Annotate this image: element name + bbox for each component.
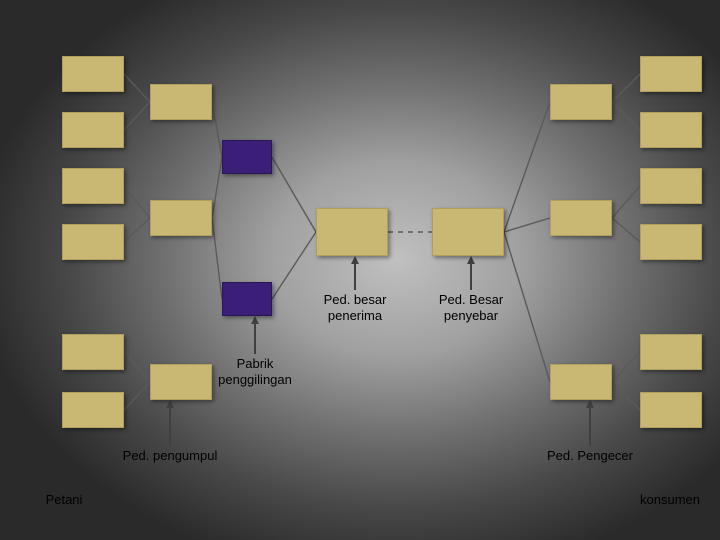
node-r3	[640, 168, 702, 204]
lbl-penyebar: Ped. Besar penyebar	[426, 292, 516, 323]
lbl-penerima: Ped. besar penerima	[310, 292, 400, 323]
node-r6	[640, 392, 702, 428]
lbl-pengecer: Ped. Pengecer	[535, 448, 645, 464]
node-l5	[62, 334, 124, 370]
edge	[612, 186, 640, 218]
diagram-canvas: Petani Ped. pengumpul Pabrik penggilingan P…	[0, 0, 720, 540]
edge	[612, 74, 640, 102]
node-pen	[316, 208, 388, 256]
edge	[272, 232, 316, 299]
edge	[124, 218, 150, 242]
edge	[504, 102, 550, 232]
node-pg1	[150, 84, 212, 120]
lbl-petani: Petani	[34, 492, 94, 508]
node-r2	[640, 112, 702, 148]
arrow-head	[166, 400, 174, 408]
edge	[124, 382, 150, 410]
lbl-konsumen: konsumen	[630, 492, 710, 508]
edge	[272, 157, 316, 232]
edge	[212, 157, 222, 218]
node-pp2	[222, 282, 272, 316]
edge	[124, 102, 150, 130]
node-peb	[432, 208, 504, 256]
arrow-head	[586, 400, 594, 408]
node-pp1	[222, 140, 272, 174]
edge	[612, 218, 640, 242]
edge	[212, 102, 222, 157]
edge	[612, 352, 640, 382]
edge	[612, 382, 640, 410]
lbl-pengumpul: Ped. pengumpul	[110, 448, 230, 464]
node-r5	[640, 334, 702, 370]
node-pc3	[550, 364, 612, 400]
lbl-pabrik: Pabrik penggilingan	[200, 356, 310, 387]
edge	[504, 218, 550, 232]
node-l1	[62, 56, 124, 92]
arrow-head	[467, 256, 475, 264]
node-pc2	[550, 200, 612, 236]
node-r1	[640, 56, 702, 92]
node-pg2	[150, 200, 212, 236]
edge	[124, 74, 150, 102]
node-l4	[62, 224, 124, 260]
edge	[124, 352, 150, 382]
node-pc1	[550, 84, 612, 120]
node-l3	[62, 168, 124, 204]
edge	[124, 186, 150, 218]
arrow-head	[351, 256, 359, 264]
node-l2	[62, 112, 124, 148]
edge	[612, 102, 640, 130]
arrow-head	[251, 316, 259, 324]
edge	[212, 218, 222, 299]
node-l6	[62, 392, 124, 428]
node-r4	[640, 224, 702, 260]
